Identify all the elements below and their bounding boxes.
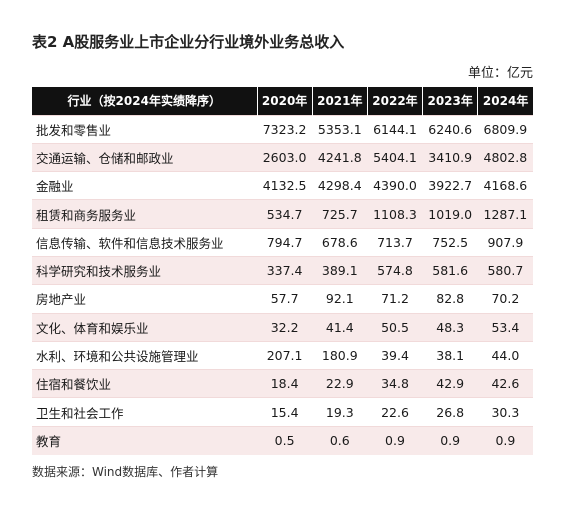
- table-row: 批发和零售业 7323.2 5353.1 6144.1 6240.6 6809.9: [32, 114, 533, 144]
- value-cell: 0.9: [422, 425, 478, 455]
- value-cell: 752.5: [422, 227, 478, 257]
- industry-cell: 信息传输、软件和信息技术服务业: [32, 227, 258, 257]
- header-row: 行业（按2024年实绩降序） 2020年 2021年 2022年 2023年 2…: [32, 87, 533, 115]
- industry-cell: 金融业: [32, 171, 258, 200]
- value-cell: 4132.5: [257, 171, 313, 200]
- value-cell: 713.7: [367, 227, 423, 257]
- value-cell: 38.1: [422, 340, 478, 370]
- industry-cell: 房地产业: [32, 284, 258, 314]
- value-cell: 5404.1: [367, 142, 423, 172]
- value-cell: 0.9: [477, 425, 533, 455]
- value-cell: 57.7: [257, 284, 313, 314]
- value-cell: 0.5: [257, 425, 313, 455]
- value-cell: 92.1: [312, 284, 368, 314]
- value-cell: 42.6: [477, 369, 533, 398]
- value-cell: 534.7: [257, 199, 313, 229]
- table-row: 科学研究和技术服务业 337.4 389.1 574.8 581.6 580.7: [32, 255, 533, 285]
- table-row: 租赁和商务服务业 534.7 725.7 1108.3 1019.0 1287.1: [32, 199, 533, 229]
- value-cell: 39.4: [367, 340, 423, 370]
- value-cell: 6240.6: [422, 114, 478, 144]
- industry-cell: 水利、环境和公共设施管理业: [32, 340, 258, 370]
- value-cell: 907.9: [477, 227, 533, 257]
- revenue-table: 行业（按2024年实绩降序） 2020年 2021年 2022年 2023年 2…: [32, 87, 533, 455]
- value-cell: 574.8: [367, 255, 423, 285]
- industry-cell: 卫生和社会工作: [32, 397, 258, 427]
- table-row: 信息传输、软件和信息技术服务业 794.7 678.6 713.7 752.5 907.9: [32, 227, 533, 257]
- industry-cell: 教育: [32, 425, 258, 455]
- value-cell: 71.2: [367, 284, 423, 314]
- value-cell: 207.1: [257, 340, 313, 370]
- value-cell: 4802.8: [477, 142, 533, 172]
- value-cell: 4298.4: [312, 171, 368, 200]
- value-cell: 44.0: [477, 340, 533, 370]
- table-row: 教育 0.5 0.6 0.9 0.9 0.9: [32, 425, 533, 455]
- industry-cell: 科学研究和技术服务业: [32, 255, 258, 285]
- value-cell: 22.9: [312, 369, 368, 398]
- value-cell: 4390.0: [367, 171, 423, 200]
- table-row: 金融业 4132.5 4298.4 4390.0 3922.7 4168.6: [32, 171, 533, 200]
- value-cell: 3410.9: [422, 142, 478, 172]
- value-cell: 580.7: [477, 255, 533, 285]
- value-cell: 22.6: [367, 397, 423, 427]
- value-cell: 34.8: [367, 369, 423, 398]
- table-body: 批发和零售业 7323.2 5353.1 6144.1 6240.6 6809.9 交通运输…: [32, 114, 533, 455]
- value-cell: 4168.6: [477, 171, 533, 200]
- value-cell: 7323.2: [257, 114, 313, 144]
- table-row: 卫生和社会工作 15.4 19.3 22.6 26.8 30.3: [32, 397, 533, 427]
- industry-cell: 交通运输、仓储和邮政业: [32, 142, 258, 172]
- table-row: 水利、环境和公共设施管理业 207.1 180.9 39.4 38.1 44.0: [32, 340, 533, 370]
- table-row: 文化、体育和娱乐业 32.2 41.4 50.5 48.3 53.4: [32, 312, 533, 342]
- value-cell: 15.4: [257, 397, 313, 427]
- value-cell: 32.2: [257, 312, 313, 342]
- value-cell: 1019.0: [422, 199, 478, 229]
- industry-cell: 住宿和餐饮业: [32, 369, 258, 398]
- value-cell: 180.9: [312, 340, 368, 370]
- value-cell: 678.6: [312, 227, 368, 257]
- value-cell: 1108.3: [367, 199, 423, 229]
- value-cell: 70.2: [477, 284, 533, 314]
- value-cell: 725.7: [312, 199, 368, 229]
- value-cell: 82.8: [422, 284, 478, 314]
- value-cell: 389.1: [312, 255, 368, 285]
- value-cell: 6144.1: [367, 114, 423, 144]
- value-cell: 41.4: [312, 312, 368, 342]
- value-cell: 5353.1: [312, 114, 368, 144]
- industry-cell: 租赁和商务服务业: [32, 199, 258, 229]
- industry-cell: 文化、体育和娱乐业: [32, 312, 258, 342]
- value-cell: 53.4: [477, 312, 533, 342]
- value-cell: 50.5: [367, 312, 423, 342]
- table-row: 房地产业 57.7 92.1 71.2 82.8 70.2: [32, 284, 533, 314]
- header-year: 2020年: [257, 87, 313, 115]
- value-cell: 6809.9: [477, 114, 533, 144]
- value-cell: 794.7: [257, 227, 313, 257]
- table-title: 表2 A股服务业上市企业分行业境外业务总收入: [32, 33, 345, 51]
- value-cell: 337.4: [257, 255, 313, 285]
- value-cell: 19.3: [312, 397, 368, 427]
- table-row: 住宿和餐饮业 18.4 22.9 34.8 42.9 42.6: [32, 369, 533, 398]
- value-cell: 18.4: [257, 369, 313, 398]
- value-cell: 4241.8: [312, 142, 368, 172]
- value-cell: 30.3: [477, 397, 533, 427]
- header-industry: 行业（按2024年实绩降序）: [32, 87, 258, 115]
- header-year: 2023年: [422, 87, 479, 115]
- industry-cell: 批发和零售业: [32, 114, 258, 144]
- table-header: 行业（按2024年实绩降序） 2020年 2021年 2022年 2023年 2…: [32, 87, 533, 115]
- value-cell: 581.6: [422, 255, 478, 285]
- value-cell: 3922.7: [422, 171, 478, 200]
- unit-label: 单位：亿元: [467, 66, 533, 81]
- value-cell: 2603.0: [257, 142, 313, 172]
- table-row: 交通运输、仓储和邮政业 2603.0 4241.8 5404.1 3410.9 4802.…: [32, 142, 533, 172]
- header-year: 2021年: [312, 87, 368, 115]
- value-cell: 0.9: [367, 425, 423, 455]
- header-year: 2024年: [482, 94, 529, 109]
- value-cell: 42.9: [422, 369, 478, 398]
- value-cell: 0.6: [312, 425, 368, 455]
- value-cell: 1287.1: [477, 199, 533, 229]
- header-year: 2022年: [367, 87, 424, 115]
- value-cell: 26.8: [422, 397, 478, 427]
- data-source-note: 数据来源：Wind数据库、作者计算: [32, 465, 219, 479]
- value-cell: 48.3: [422, 312, 478, 342]
